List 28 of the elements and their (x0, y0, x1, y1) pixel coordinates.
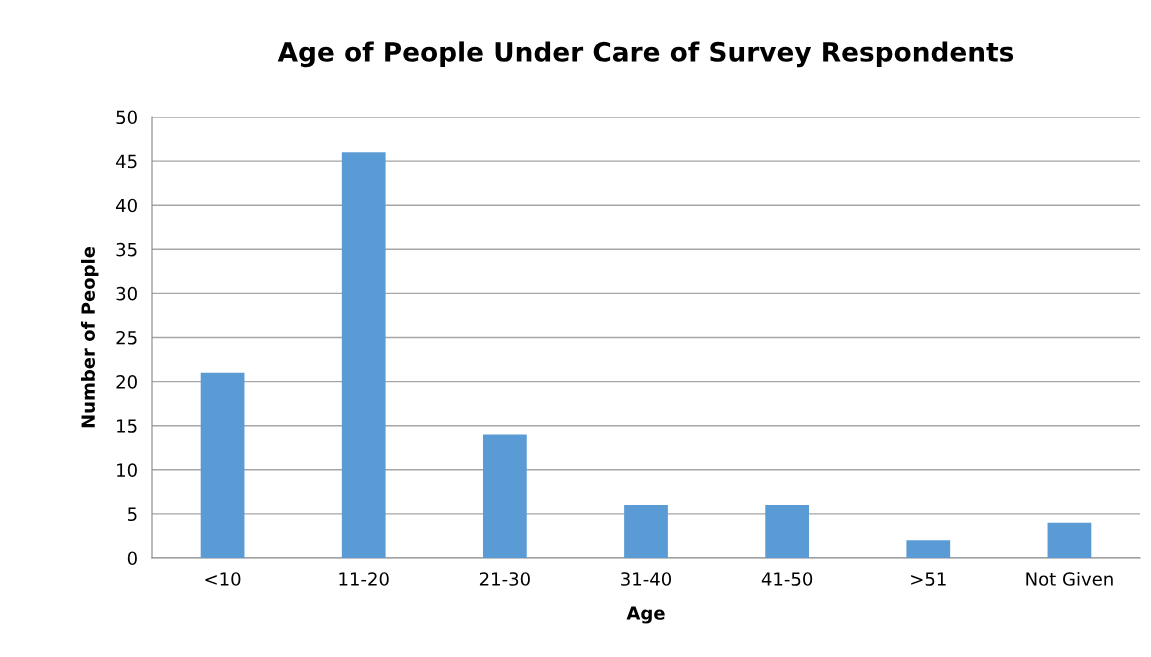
bar (482, 434, 527, 558)
x-tick-label: Not Given (1026, 571, 1113, 586)
x-tick-label: 11-20 (339, 572, 389, 586)
y-tick-label: 30 (116, 286, 137, 301)
y-tick-label: 15 (117, 419, 137, 433)
bar (906, 540, 951, 558)
y-tick-label: 10 (117, 463, 137, 477)
y-tick-label: 5 (128, 507, 137, 522)
x-tick-label: 21-30 (479, 572, 530, 586)
bar (624, 505, 668, 558)
y-tick-label: 40 (116, 198, 137, 213)
x-tick-label: 31-40 (621, 572, 672, 586)
chart-title: Age of People Under Care of Survey Respondents (277, 41, 1014, 68)
bar (765, 505, 810, 558)
y-axis-title: Number of People (80, 246, 99, 428)
y-tick-label: 45 (116, 154, 137, 169)
y-tick-label: 20 (116, 375, 137, 389)
bar (200, 372, 245, 558)
x-tick-label: >51 (911, 572, 946, 586)
y-tick-label: 35 (116, 242, 137, 257)
y-tick-label: 50 (116, 110, 137, 125)
x-tick-label: 41-50 (761, 572, 813, 586)
y-tick-label: 0 (127, 551, 137, 566)
y-tick-label: 25 (116, 330, 137, 345)
x-axis-title: Age (626, 606, 665, 624)
bar (341, 152, 386, 558)
x-tick-label: <10 (205, 572, 241, 586)
bar (1047, 522, 1092, 558)
